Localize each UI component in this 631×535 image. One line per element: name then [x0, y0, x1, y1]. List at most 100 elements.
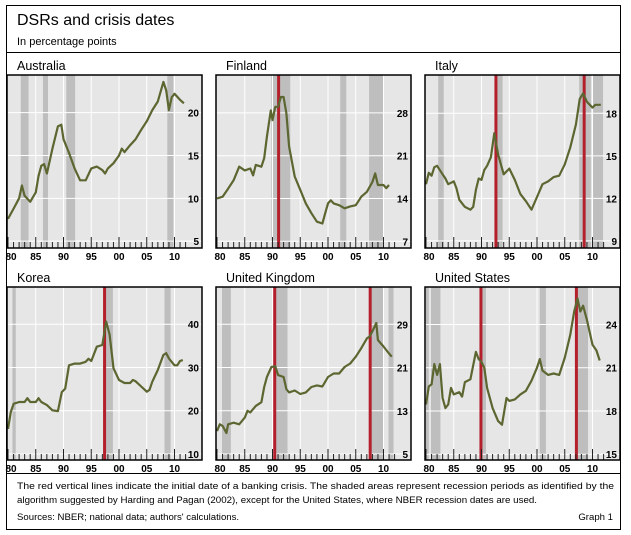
recession-band [20, 75, 29, 248]
x-tick-label: 85 [448, 252, 460, 263]
x-tick-label: 90 [58, 464, 70, 475]
figure-frame [6, 5, 621, 530]
dsr-series-line [424, 297, 601, 426]
x-tick-label: 10 [169, 464, 181, 475]
plot-border [215, 286, 412, 461]
panel-title: Finland [226, 59, 267, 73]
footnote-line-1: The red vertical lines indicate the init… [17, 481, 614, 492]
y-tick-label: 18 [606, 109, 618, 120]
panel-korea: Korea 10 20 30 40 80 85 90 95 00 05 10 [5, 271, 203, 475]
recession-band [12, 287, 16, 460]
y-tick-label: 13 [397, 407, 409, 418]
x-tick-label: 95 [86, 252, 98, 263]
figure-subtitle: In percentage points [17, 36, 117, 48]
x-tick-label: 00 [322, 252, 334, 263]
x-tick-label: 00 [531, 464, 543, 475]
x-tick-label: 90 [58, 252, 70, 263]
x-tick-label: 80 [5, 252, 17, 263]
recession-band [42, 75, 48, 248]
recession-band [480, 287, 486, 460]
recession-band [426, 287, 429, 460]
figure-title: DSRs and crisis dates [17, 12, 174, 29]
recession-band [593, 75, 604, 248]
panel-title: Korea [17, 271, 50, 285]
y-tick-label: 15 [606, 450, 618, 461]
plot-border [424, 74, 621, 249]
x-tick-label: 80 [423, 464, 435, 475]
recession-band [539, 287, 546, 460]
y-tick-label: 24 [606, 320, 618, 331]
x-tick-label: 00 [322, 464, 334, 475]
panel-title: United Kingdom [226, 271, 315, 285]
y-tick-label: 10 [188, 450, 200, 461]
x-tick-label: 10 [169, 252, 181, 263]
x-tick-label: 90 [267, 252, 279, 263]
x-tick-label: 05 [559, 252, 571, 263]
x-tick-label: 95 [86, 464, 98, 475]
y-tick-label: 20 [188, 407, 200, 418]
dsr-series-line [216, 95, 390, 225]
x-tick-label: 85 [448, 464, 460, 475]
plot-border [215, 74, 412, 249]
dsr-series-line [7, 80, 185, 220]
x-tick-label: 90 [476, 252, 488, 263]
x-tick-label: 05 [141, 252, 153, 263]
recession-band [369, 75, 383, 248]
y-tick-label: 18 [606, 407, 618, 418]
recession-band [371, 287, 384, 460]
y-tick-label: 29 [397, 320, 409, 331]
x-tick-label: 05 [350, 464, 362, 475]
x-tick-label: 00 [113, 464, 125, 475]
recession-band [221, 287, 231, 460]
x-tick-label: 05 [350, 252, 362, 263]
y-tick-label: 5 [193, 237, 199, 248]
y-tick-label: 21 [606, 364, 618, 375]
recession-band [66, 75, 76, 248]
recession-band [388, 287, 394, 460]
panel-title: Italy [435, 59, 459, 73]
x-tick-label: 10 [587, 252, 599, 263]
recession-band [275, 287, 288, 460]
y-tick-label: 15 [606, 152, 618, 163]
y-tick-label: 5 [402, 450, 408, 461]
x-tick-label: 85 [239, 252, 251, 263]
plot-border [6, 74, 203, 249]
dsr-series-line [215, 321, 393, 435]
x-tick-label: 05 [559, 464, 571, 475]
recession-band [438, 75, 444, 248]
plot-border [6, 286, 203, 461]
recession-band [271, 75, 291, 248]
panel-finland: Finland 7 14 21 28 80 85 90 95 00 05 10 [214, 59, 412, 263]
x-tick-label: 80 [214, 252, 226, 263]
x-tick-label: 00 [531, 252, 543, 263]
y-tick-label: 9 [611, 237, 617, 248]
x-tick-label: 80 [5, 464, 17, 475]
y-tick-label: 30 [188, 363, 200, 374]
panel-united-states: United States 15 18 21 24 80 85 90 95 00 05 10 [423, 271, 621, 475]
footnote-line-2: algorithm suggested by Harding and Pagan… [17, 495, 537, 506]
recession-band [164, 287, 171, 460]
panel-title: United States [435, 271, 510, 285]
panel-australia: Australia 5 10 15 20 80 85 90 95 00 05 10 [5, 59, 203, 263]
y-tick-label: 21 [397, 152, 409, 163]
sources-note: Sources: NBER; national data; authors' c… [17, 512, 239, 523]
x-tick-label: 90 [267, 464, 279, 475]
x-tick-label: 95 [295, 464, 307, 475]
dsr-series-line [6, 320, 184, 430]
y-tick-label: 7 [402, 237, 408, 248]
x-tick-label: 80 [214, 464, 226, 475]
recession-band [167, 75, 174, 248]
panel-united-kingdom: United Kingdom 5 13 21 29 80 85 90 95 00 05 10 [214, 271, 412, 475]
graph-label: Graph 1 [578, 512, 613, 523]
x-tick-label: 80 [423, 252, 435, 263]
y-tick-label: 14 [397, 194, 409, 205]
x-tick-label: 85 [239, 464, 251, 475]
recession-band [340, 75, 347, 248]
y-tick-label: 20 [188, 109, 200, 120]
dsr-series-line [424, 92, 601, 211]
x-tick-label: 05 [141, 464, 153, 475]
x-tick-label: 95 [295, 252, 307, 263]
x-tick-label: 10 [378, 464, 390, 475]
x-tick-label: 00 [113, 252, 125, 263]
